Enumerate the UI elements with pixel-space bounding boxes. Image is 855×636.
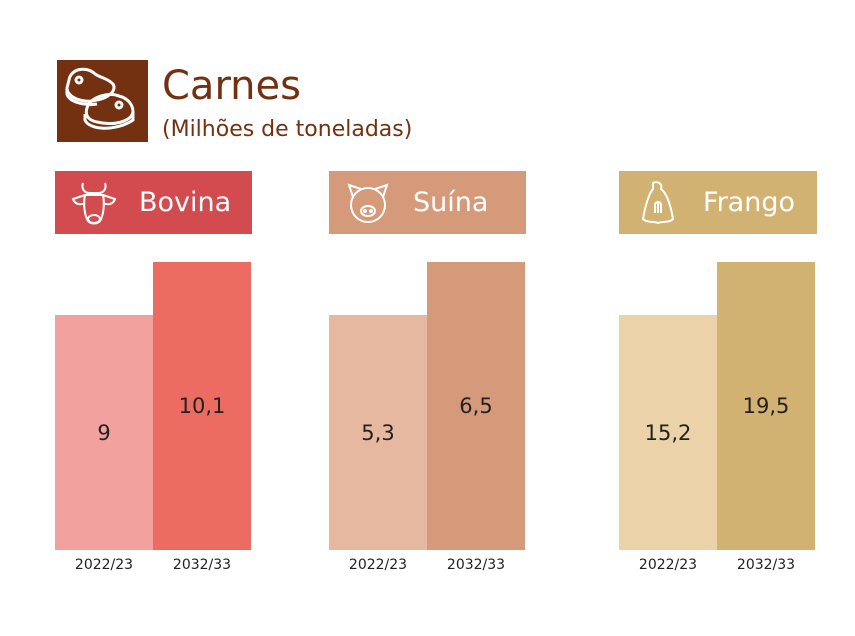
bar-bovina-2032-33: 10,1 [153, 262, 251, 550]
group-label: Bovina [139, 187, 232, 218]
cow-icon [71, 182, 117, 225]
group-label: Frango [703, 187, 795, 218]
data-label: 15,2 [644, 420, 692, 445]
data-label: 10,1 [178, 394, 226, 418]
meat-icon [57, 60, 148, 142]
group-bovina: Bovina 9 10,1 2022/23 2032/33 [55, 171, 252, 591]
group-suina: Suína 5,3 6,5 2022/23 2032/33 [329, 171, 526, 591]
data-label: 19,5 [742, 394, 790, 418]
group-label: Suína [413, 187, 489, 218]
bar-suina-2022-23: 5,3 [329, 315, 427, 550]
x-tick-label: 2032/33 [736, 557, 796, 573]
data-label: 5,3 [361, 420, 395, 445]
chart-title: Carnes [162, 63, 301, 109]
bar-frango-2032-33: 19,5 [717, 262, 815, 550]
bar-suina-2032-33: 6,5 [427, 262, 525, 550]
group-header-frango: Frango [619, 171, 817, 234]
data-label: 9 [97, 420, 111, 445]
chicken-icon [641, 181, 675, 225]
x-tick-label: 2022/23 [74, 557, 134, 573]
x-tick-label: 2022/23 [638, 557, 698, 573]
group-header-suina: Suína [329, 171, 526, 234]
chart-subtitle: (Milhões de toneladas) [162, 117, 413, 142]
pig-icon [347, 183, 389, 223]
bar-frango-2022-23: 15,2 [619, 315, 717, 550]
x-tick-label: 2032/33 [172, 557, 232, 573]
x-tick-label: 2022/23 [348, 557, 408, 573]
group-header-bovina: Bovina [55, 171, 252, 234]
data-label: 6,5 [459, 394, 493, 418]
group-frango: Frango 15,2 19,5 2022/23 2032/33 [619, 171, 817, 591]
x-tick-label: 2032/33 [446, 557, 506, 573]
bar-bovina-2022-23: 9 [55, 315, 153, 550]
